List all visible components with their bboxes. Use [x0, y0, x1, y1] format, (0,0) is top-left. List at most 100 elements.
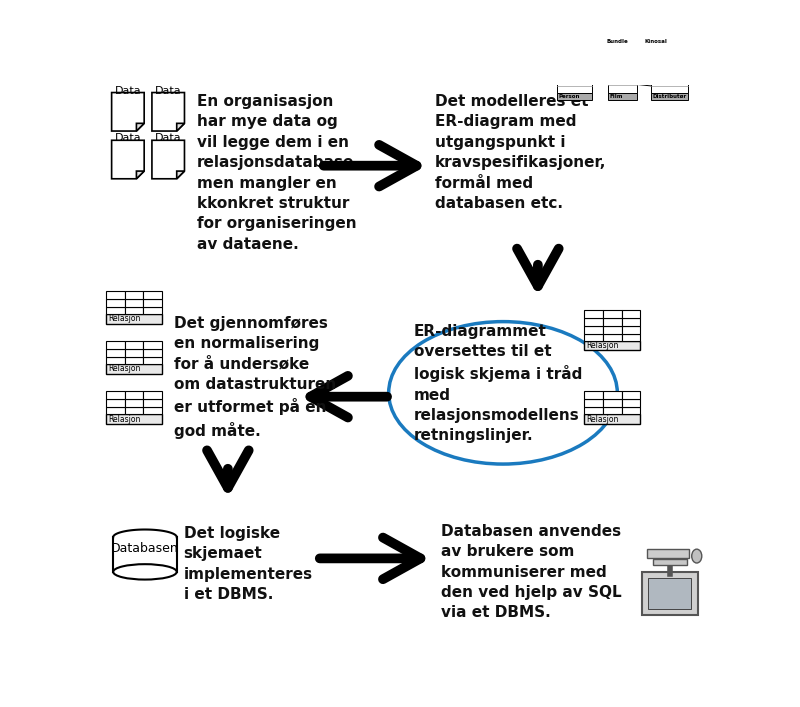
Bar — [125, 299, 143, 307]
Text: Distributør: Distributør — [653, 94, 686, 99]
Bar — [106, 315, 162, 324]
Bar — [584, 310, 603, 318]
Bar — [606, 3, 632, 38]
Bar — [558, 93, 592, 100]
Bar — [584, 318, 603, 326]
Text: Data: Data — [114, 86, 142, 95]
Bar — [572, 23, 594, 38]
Polygon shape — [152, 93, 185, 131]
Polygon shape — [112, 93, 144, 131]
Bar — [622, 310, 640, 318]
Bar — [106, 391, 125, 399]
Bar — [622, 318, 640, 326]
FancyBboxPatch shape — [642, 572, 698, 615]
Bar — [143, 399, 162, 407]
Text: Databasen: Databasen — [111, 542, 179, 555]
Text: Bundle: Bundle — [607, 40, 629, 45]
Bar — [584, 391, 603, 399]
Bar — [606, 38, 632, 45]
Bar — [125, 391, 143, 399]
Text: ER-diagrammet
oversettes til et
logisk skjema i tråd
med
relasjonsmodellens
retn: ER-diagrammet oversettes til et logisk s… — [414, 324, 582, 443]
Polygon shape — [177, 171, 185, 179]
Bar — [113, 537, 177, 572]
Bar — [572, 38, 594, 45]
Bar — [603, 310, 622, 318]
Bar — [106, 356, 125, 364]
Bar — [584, 414, 640, 423]
Text: Film: Film — [610, 94, 622, 99]
Text: Relasjon: Relasjon — [109, 414, 141, 423]
Text: Kinosal: Kinosal — [644, 40, 667, 45]
Bar — [603, 391, 622, 399]
Text: Relasjon: Relasjon — [109, 315, 141, 323]
Ellipse shape — [389, 322, 618, 464]
Bar — [622, 326, 640, 334]
Bar — [106, 299, 125, 307]
Bar — [106, 399, 125, 407]
Bar — [622, 407, 640, 414]
Bar — [584, 399, 603, 407]
Polygon shape — [152, 140, 185, 179]
Text: Det gjennomføres
en normalisering
for å undersøke
om datastrukturen
er utformet : Det gjennomføres en normalisering for å … — [174, 316, 336, 438]
Bar — [106, 414, 162, 423]
Bar — [106, 307, 125, 315]
Bar — [125, 407, 143, 414]
Bar — [125, 399, 143, 407]
Bar — [603, 318, 622, 326]
FancyBboxPatch shape — [647, 549, 689, 559]
Text: Relasjon: Relasjon — [109, 365, 141, 373]
Bar — [143, 356, 162, 364]
Text: Data: Data — [155, 134, 182, 144]
Bar — [125, 349, 143, 356]
Bar — [608, 93, 638, 100]
Bar — [106, 341, 125, 349]
Bar — [143, 299, 162, 307]
Ellipse shape — [113, 564, 177, 580]
Bar — [608, 60, 638, 93]
Ellipse shape — [692, 549, 702, 563]
Bar — [143, 307, 162, 315]
Bar — [642, 38, 670, 45]
Bar — [603, 326, 622, 334]
Bar — [125, 356, 143, 364]
Bar — [603, 334, 622, 341]
Bar — [584, 341, 640, 351]
Bar — [125, 291, 143, 299]
Polygon shape — [112, 140, 144, 179]
Bar — [143, 407, 162, 414]
Bar — [622, 391, 640, 399]
Text: Det modelleres et
ER-diagram med
utgangspunkt i
kravspesifikasjoner,
formål med
: Det modelleres et ER-diagram med utgangs… — [435, 94, 606, 211]
Bar — [125, 307, 143, 315]
Bar — [653, 559, 686, 566]
Bar — [622, 334, 640, 341]
Polygon shape — [137, 123, 144, 131]
Text: Data: Data — [114, 134, 142, 144]
Bar — [622, 399, 640, 407]
Bar — [603, 407, 622, 414]
Bar — [558, 55, 592, 93]
Bar — [143, 341, 162, 349]
Bar — [125, 341, 143, 349]
Bar — [106, 291, 125, 299]
Bar — [143, 291, 162, 299]
Polygon shape — [177, 123, 185, 131]
Bar — [584, 407, 603, 414]
Text: Relasjon: Relasjon — [586, 414, 619, 423]
Bar — [642, 15, 670, 38]
Bar — [651, 62, 689, 93]
Bar — [648, 578, 691, 609]
Text: En organisasjon
har mye data og
vil legge dem i en
relasjonsdatabase,
men mangle: En organisasjon har mye data og vil legg… — [197, 94, 360, 252]
Text: Relasjon: Relasjon — [586, 341, 619, 351]
Bar — [143, 391, 162, 399]
Text: Data: Data — [155, 86, 182, 95]
Bar — [106, 349, 125, 356]
Text: Det logiske
skjemaet
implementeres
i et DBMS.: Det logiske skjemaet implementeres i et … — [184, 526, 313, 602]
Bar — [143, 349, 162, 356]
Bar — [106, 364, 162, 373]
Bar — [584, 334, 603, 341]
Bar — [603, 399, 622, 407]
Bar — [106, 407, 125, 414]
Text: Person: Person — [558, 94, 580, 99]
Bar — [584, 326, 603, 334]
Bar — [651, 93, 689, 100]
